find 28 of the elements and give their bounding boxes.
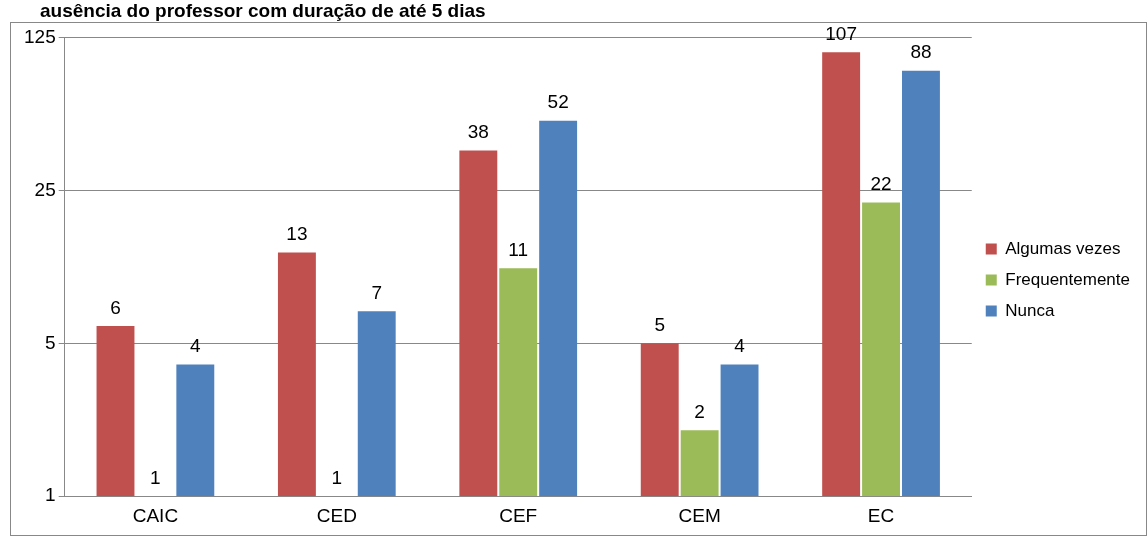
x-tick-label: CAIC <box>132 504 179 526</box>
x-tick-label: CEF <box>499 504 538 526</box>
data-label: 52 <box>547 91 569 113</box>
data-label: 38 <box>467 121 489 143</box>
legend-label: Frequentemente <box>1005 269 1131 289</box>
data-label: 1 <box>150 466 161 488</box>
data-label: 4 <box>734 335 746 357</box>
data-label: 5 <box>654 314 666 335</box>
data-label: 6 <box>110 296 121 318</box>
data-label: 88 <box>910 41 932 63</box>
y-tick-label: 125 <box>24 25 56 47</box>
x-tick-label: EC <box>867 504 895 526</box>
data-label: 13 <box>286 223 308 245</box>
data-label: 1 <box>331 466 343 488</box>
data-label: 4 <box>190 335 202 357</box>
x-tick-label: CED <box>316 504 357 526</box>
data-label: 107 <box>825 22 857 44</box>
data-label: 22 <box>870 173 892 195</box>
y-tick-label: 1 <box>45 484 56 506</box>
x-tick-label: CEM <box>678 504 721 526</box>
legend-label: Algumas vezes <box>1005 238 1121 258</box>
data-label: 2 <box>694 401 705 423</box>
y-tick-label: 5 <box>45 331 56 353</box>
y-tick-label: 25 <box>34 178 56 200</box>
data-label: 7 <box>371 282 383 304</box>
legend-label: Nunca <box>1005 300 1055 320</box>
data-label: 11 <box>508 239 529 261</box>
chart-title: ausência do professor com duração de até 5 dias <box>40 0 487 22</box>
